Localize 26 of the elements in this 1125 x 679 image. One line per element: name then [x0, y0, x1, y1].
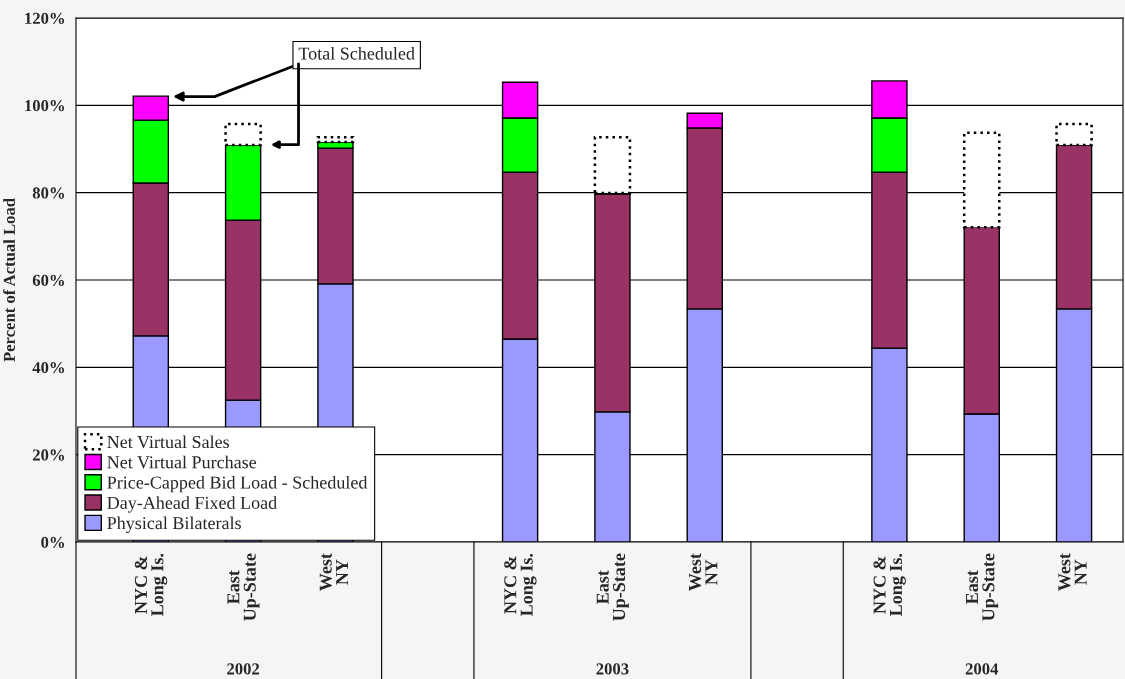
legend-label: Physical Bilaterals [107, 516, 241, 533]
y-tick-label: 100% [25, 100, 65, 112]
legend-label: Net Virtual Purchase [107, 455, 257, 469]
x-tick-label: West NY [1058, 553, 1087, 591]
y-tick-label: 0% [41, 536, 65, 548]
x-tick-label: NYC & Long Is. [873, 553, 906, 617]
annotation: Total Scheduled [298, 46, 415, 60]
y-tick-label: 40% [32, 362, 65, 374]
x-tick-label: West NY [319, 553, 348, 591]
x-tick-label: East Up-State [227, 553, 260, 621]
y-tick-label: 120% [25, 12, 65, 24]
legend-label: Day-Ahead Fixed Load [107, 496, 277, 513]
legend-label: Price-Capped Bid Load - Scheduled [107, 475, 368, 493]
text: 2002 [227, 663, 260, 675]
x-tick-label: East Up-State [596, 553, 629, 621]
y-tick-label: 20% [32, 449, 65, 461]
x-tick-label: East Up-State [966, 553, 999, 621]
text: 2003 [596, 663, 629, 675]
legend-label: Net Virtual Sales [107, 435, 229, 449]
text: 2004 [965, 663, 999, 675]
y-tick-label: 80% [32, 187, 65, 199]
x-tick-label: NYC & Long Is. [504, 553, 537, 617]
x-tick-label: West NY [689, 553, 718, 591]
x-tick-label: NYC & Long Is. [134, 553, 168, 617]
y-tick-label: 60% [32, 274, 65, 286]
y-axis-title: Percent of Actual Load [3, 198, 16, 362]
